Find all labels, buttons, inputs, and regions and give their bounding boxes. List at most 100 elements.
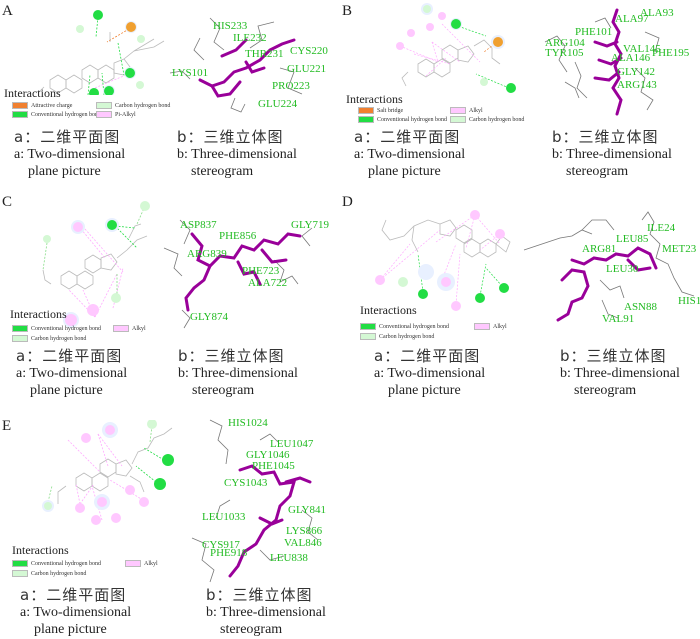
legend-label: Conventional hydrogen bond: [31, 111, 101, 118]
caption-3d-chinese: b：三维立体图: [560, 347, 667, 365]
legend-swatch: [450, 116, 466, 123]
legend-item: Carbon hydrogen bond: [96, 102, 170, 109]
caption-3d-english-cont: stereogram: [192, 383, 255, 398]
residue-label: ARG81: [582, 243, 616, 255]
residue-label: LYS101: [172, 67, 208, 79]
legend-title: Interactions: [4, 86, 61, 100]
caption-3d: b：三维立体图 b: Three-dimensional stereogram: [177, 129, 297, 180]
legend: Interactions Conventional hydrogen bond …: [360, 303, 520, 343]
caption-3d: b：三维立体图 b: Three-dimensional stereogram: [552, 129, 672, 180]
docking-structure-3d: HIS1024 LEU1047 GLY1046 PHE1045 CYS1043 …: [191, 417, 326, 583]
residue-label: GLY841: [288, 504, 326, 516]
residue-label: PRO223: [272, 80, 310, 92]
legend: Interactions Attractive charge Carbon hy…: [4, 86, 170, 118]
legend-label: Conventional hydrogen bond: [377, 116, 447, 123]
legend-label: Attractive charge: [31, 102, 73, 109]
residue-label: PHE856: [219, 230, 257, 242]
residue-label: CYS220: [290, 45, 328, 57]
residue-label: ASN88: [624, 301, 658, 313]
caption-3d-english-cont: stereogram: [566, 164, 629, 179]
legend-label: Alkyl: [493, 323, 507, 330]
caption-3d: b：三维立体图 b: Three-dimensional stereogram: [178, 348, 298, 399]
caption-2d-english: a: Two-dimensional: [354, 147, 466, 162]
residue-label: PHE918: [210, 547, 248, 559]
legend-title: Interactions: [346, 92, 403, 106]
residue-label: CYS1043: [224, 477, 268, 489]
residue-label: ALA93: [640, 7, 674, 19]
legend-item: Carbon hydrogen bond: [450, 116, 524, 123]
docking-structure-3d: ASP837 PHE856 GLY719 ARG839 PHE723 ALA72…: [163, 219, 330, 329]
caption-2d: a：二维平面图 a: Two-dimensional plane picture: [354, 129, 465, 180]
docking-structure-3d: ILE24 LEU85 MET23 ARG81 LEU30 HIS16 ASN8…: [523, 211, 700, 325]
residue-nodes: [375, 210, 509, 311]
legend-swatch: [96, 102, 112, 109]
residue-label: HIS1024: [228, 417, 268, 429]
residue-label: ARG839: [187, 248, 227, 260]
panel-letter: B: [342, 3, 353, 19]
caption-2d-chinese: a：二维平面图: [16, 347, 123, 365]
panel-letter: A: [2, 3, 13, 19]
residue-label: THR231: [245, 48, 284, 60]
legend-item: Conventional hydrogen bond: [12, 325, 101, 332]
legend-swatch: [360, 333, 376, 340]
caption-2d-english-cont: plane picture: [368, 164, 441, 179]
legend-swatch: [474, 323, 490, 330]
caption-3d-english-cont: stereogram: [220, 622, 283, 637]
legend-title: Interactions: [10, 307, 67, 321]
residue-label: GLU221: [287, 63, 326, 75]
legend-swatch: [358, 107, 374, 114]
legend-label: Conventional hydrogen bond: [379, 323, 449, 330]
residue-label: LYS866: [286, 525, 323, 537]
legend-swatch: [12, 111, 28, 118]
interaction-diagram-2d: [396, 3, 516, 93]
legend-label: Carbon hydrogen bond: [31, 335, 87, 342]
caption-2d-english: a: Two-dimensional: [16, 366, 128, 381]
caption-3d-english: b: Three-dimensional: [206, 605, 326, 620]
residue-label: HIS233: [213, 20, 248, 32]
legend-swatch: [450, 107, 466, 114]
legend-title: Interactions: [360, 303, 417, 317]
legend-label: Pi-Alkyl: [115, 111, 136, 118]
caption-3d-english-cont: stereogram: [574, 383, 637, 398]
legend-label: Carbon hydrogen bond: [31, 570, 87, 577]
legend-item: Conventional hydrogen bond: [12, 560, 101, 567]
caption-2d: a：二维平面图 a: Two-dimensional plane picture: [374, 348, 485, 399]
caption-3d-english: b: Three-dimensional: [177, 147, 297, 162]
residue-label: PHE723: [242, 265, 280, 277]
caption-2d-chinese: a：二维平面图: [14, 128, 121, 146]
legend-item: Pi-Alkyl: [96, 111, 136, 118]
interaction-diagram-2d: [375, 210, 511, 311]
caption-3d-chinese: b：三维立体图: [177, 128, 284, 146]
caption-2d: a：二维平面图 a: Two-dimensional plane picture: [14, 129, 125, 180]
residue-nodes: [42, 420, 174, 525]
residue-nodes: [76, 10, 145, 95]
residue-label: LEU1047: [270, 438, 314, 450]
residue-label: ALA722: [248, 277, 287, 289]
residue-label: GLY874: [190, 311, 229, 323]
caption-3d: b：三维立体图 b: Three-dimensional stereogram: [206, 587, 326, 638]
caption-2d: a：二维平面图 a: Two-dimensional plane picture: [20, 587, 131, 638]
caption-3d-chinese: b：三维立体图: [552, 128, 659, 146]
panel-letter: E: [2, 418, 12, 434]
residue-label: VAL846: [284, 537, 322, 549]
panel-a: A Interactions Attractive c: [0, 0, 345, 185]
residue-label: GLU224: [258, 98, 298, 110]
residue-label: LEU838: [270, 552, 308, 564]
caption-2d-english-cont: plane picture: [388, 383, 461, 398]
residue-label: ALA97: [615, 13, 649, 25]
residue-label: PHE195: [652, 47, 690, 59]
residue-label: ARG104: [545, 37, 585, 49]
residue-label: TYR105: [545, 47, 584, 59]
legend-item: Carbon hydrogen bond: [12, 335, 86, 342]
legend-label: Conventional hydrogen bond: [31, 325, 101, 332]
interaction-diagram-2d: [42, 420, 174, 525]
legend-item: Carbon hydrogen bond: [360, 333, 434, 340]
legend: Interactions Conventional hydrogen bond …: [12, 543, 172, 583]
residue-label: ILE24: [647, 222, 676, 234]
residue-nodes: [43, 201, 150, 328]
caption-2d-english-cont: plane picture: [30, 383, 103, 398]
legend-label: Carbon hydrogen bond: [379, 333, 435, 340]
legend-item: Conventional hydrogen bond: [360, 323, 449, 330]
residue-nodes: [396, 3, 516, 93]
legend-label: Alkyl: [144, 560, 158, 567]
